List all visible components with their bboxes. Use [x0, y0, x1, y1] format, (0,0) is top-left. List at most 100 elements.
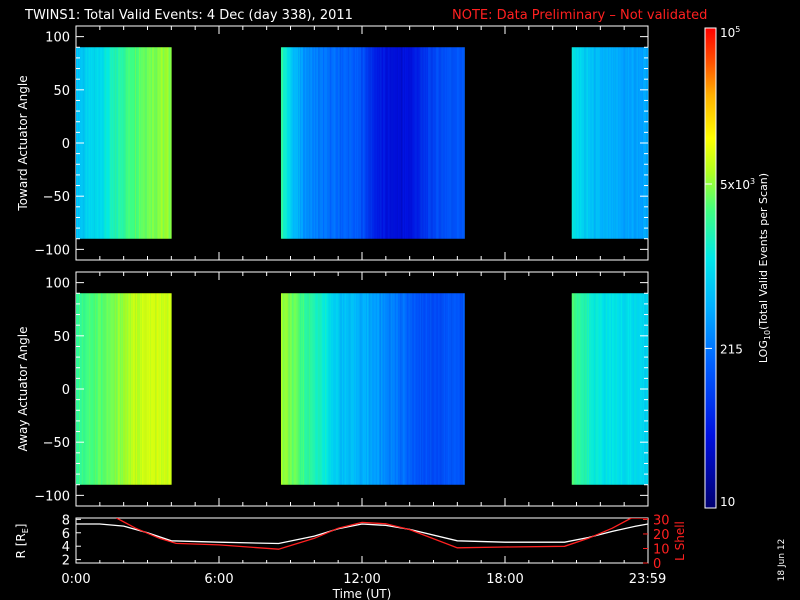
heatmap-column [614, 293, 616, 485]
heatmap-column [440, 293, 442, 485]
heatmap-column [149, 293, 151, 485]
heatmap-column [288, 293, 290, 485]
heatmap-column [155, 47, 157, 239]
heatmap-column [293, 293, 295, 485]
heatmap-column [573, 293, 575, 485]
heatmap-column [622, 293, 624, 485]
heatmap-column [338, 47, 340, 239]
heatmap-column [341, 293, 344, 485]
heatmap-column [591, 293, 593, 485]
heatmap-column [110, 293, 112, 485]
heatmap-column [441, 293, 443, 485]
heatmap-column [282, 293, 285, 485]
heatmap-column [371, 293, 373, 485]
heatmap-column [434, 293, 436, 485]
heatmap-column [389, 293, 391, 485]
heatmap-column [420, 293, 422, 485]
heatmap-column [637, 293, 639, 485]
heatmap-column [126, 293, 128, 485]
heatmap-column [125, 293, 127, 485]
heatmap-column [86, 293, 88, 485]
heatmap-column [633, 47, 635, 239]
heatmap-column [414, 47, 416, 239]
heatmap-column [424, 293, 427, 485]
heatmap-column [334, 47, 336, 239]
heatmap-column [619, 47, 621, 239]
heatmap-column [625, 293, 627, 485]
heatmap-column [321, 47, 323, 239]
heatmap-column [373, 47, 375, 239]
heatmap-column [322, 47, 325, 239]
heatmap-column [292, 47, 294, 239]
heatmap-column [405, 47, 408, 239]
heatmap-column [310, 293, 312, 485]
heatmap-column [159, 293, 162, 485]
heatmap-column [289, 293, 291, 485]
heatmap-column [94, 47, 96, 239]
heatmap-column [154, 293, 156, 485]
heatmap-column [575, 293, 577, 485]
heatmap-column [380, 47, 382, 239]
y-tick-label: −100 [34, 243, 70, 258]
heatmap-column [586, 47, 588, 239]
heatmap-column [355, 47, 357, 239]
heatmap-column [370, 293, 372, 485]
heatmap-column [632, 47, 634, 239]
heatmap-column [603, 293, 605, 485]
heatmap-column [90, 47, 92, 239]
heatmap-column [411, 293, 413, 485]
heatmap-column [597, 47, 599, 239]
heatmap-column [360, 47, 362, 239]
heatmap-column [100, 47, 103, 239]
heatmap-column [359, 47, 361, 239]
heatmap-column [579, 293, 581, 485]
heatmap-column [401, 47, 403, 239]
heatmap-column [595, 293, 597, 485]
heatmap-column [128, 47, 130, 239]
heatmap-column [311, 47, 313, 239]
heatmap-column [140, 293, 143, 485]
heatmap-column [396, 293, 398, 485]
heatmap-column [572, 293, 574, 485]
heatmap-column [392, 293, 394, 485]
heatmap-column [375, 293, 377, 485]
heatmap-column [623, 47, 625, 239]
heatmap-column [161, 47, 164, 239]
heatmap-column [380, 293, 382, 485]
heatmap-column [399, 293, 401, 485]
heatmap-column [618, 293, 620, 485]
date-stamp: 18 Jun 12 [777, 539, 787, 582]
heatmap-column [596, 293, 598, 485]
heatmap-column [121, 293, 124, 485]
heatmap-column [305, 293, 307, 485]
heatmap-column [124, 47, 126, 239]
heatmap-column [292, 293, 294, 485]
heatmap-column [440, 47, 442, 239]
heatmap-column [591, 47, 593, 239]
heatmap-column [592, 293, 594, 485]
heatmap-column [303, 47, 306, 239]
heatmap-column [304, 293, 307, 485]
heatmap-column [586, 293, 589, 485]
l-shell-axis-label: L Shell [673, 521, 687, 561]
heatmap-column [588, 47, 591, 239]
heatmap-column [395, 293, 397, 485]
r-axis-label: R [RE] [14, 524, 30, 559]
heatmap-column [123, 293, 125, 485]
heatmap-column [132, 47, 134, 239]
heatmap-column [358, 293, 360, 485]
heatmap-column [332, 293, 334, 485]
heatmap-column [85, 47, 87, 239]
heatmap-column [155, 293, 157, 485]
heatmap-column [146, 47, 148, 239]
heatmap-column [282, 47, 285, 239]
heatmap-column [442, 293, 444, 485]
y-tick-label: 100 [45, 277, 70, 292]
heatmap-column [412, 293, 414, 485]
heatmap-column [448, 293, 450, 485]
heatmap-column [410, 47, 412, 239]
heatmap-column [379, 47, 381, 239]
y-tick-label: 100 [45, 31, 70, 46]
heatmap-column [346, 293, 348, 485]
heatmap-column [327, 47, 329, 239]
